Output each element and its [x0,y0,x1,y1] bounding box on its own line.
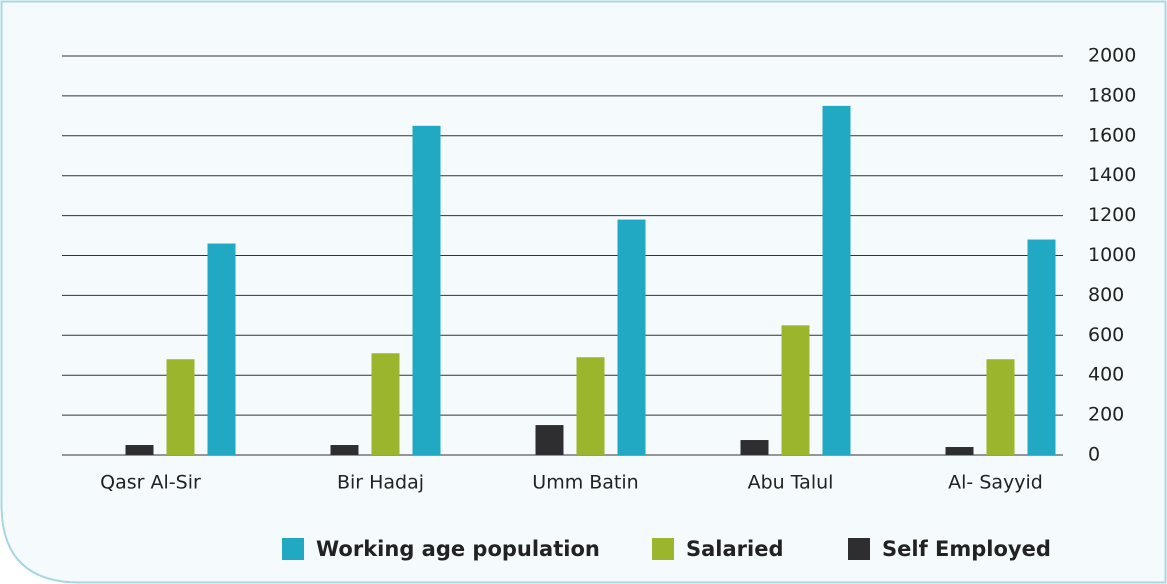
bar [617,219,646,455]
legend-swatch [282,538,304,560]
bar [207,243,236,455]
x-tick-label: Abu Talul [748,472,834,494]
y-tick-label: 1400 [1088,164,1136,186]
legend-swatch [848,538,870,560]
bar [330,445,359,455]
y-tick-label: 800 [1088,284,1124,306]
y-tick-label: 0 [1088,444,1100,466]
bar [412,125,441,455]
legend-label: Self Employed [882,537,1051,561]
x-tick-label: Qasr Al-Sir [100,472,201,494]
x-tick-label: Al- Sayyid [948,472,1043,494]
bar [125,445,154,455]
y-tick-label: 400 [1088,364,1124,386]
x-tick-label: Bir Hadaj [337,472,424,494]
bar [822,105,851,455]
bar [945,447,974,455]
bar [740,440,769,455]
legend-label: Working age population [316,537,600,561]
x-tick-label: Umm Batin [532,472,638,494]
bar [986,359,1015,455]
y-tick-label: 200 [1088,404,1124,426]
y-tick-label: 600 [1088,324,1124,346]
y-tick-label: 2000 [1088,45,1136,67]
legend-label: Salaried [686,537,784,561]
y-tick-label: 1000 [1088,244,1136,266]
y-tick-label: 1200 [1088,204,1136,226]
bar [535,425,564,455]
legend-swatch [652,538,674,560]
bar [781,325,810,455]
bar [371,353,400,455]
bar [1027,239,1056,455]
bar [576,357,605,455]
y-tick-label: 1600 [1088,124,1136,146]
bar [166,359,195,455]
y-tick-label: 1800 [1088,84,1136,106]
